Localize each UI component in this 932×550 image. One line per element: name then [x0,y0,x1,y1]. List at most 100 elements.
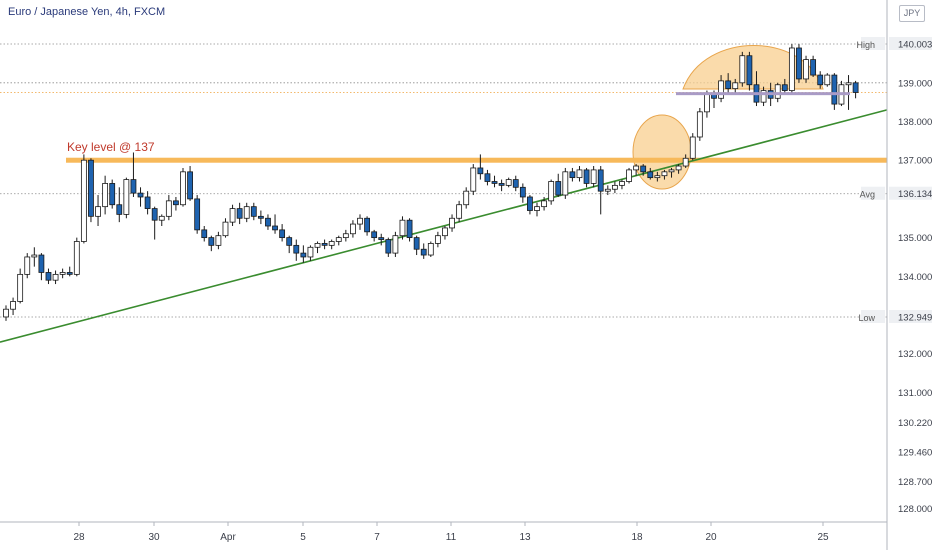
candle [257,210,264,225]
breakout-highlight [632,114,692,190]
candle-body [102,183,109,208]
reference-label-high: High [856,40,875,50]
candle [208,235,215,252]
y-tick-label: 136.134 [898,189,932,200]
candle-body [420,248,427,256]
candle [661,169,668,180]
y-tick-label: 132.000 [898,349,932,360]
candle-body [725,80,732,90]
candle [810,55,817,78]
candle [406,218,413,242]
candle [187,166,193,201]
candle-body [364,217,370,233]
candle [519,183,526,203]
candle-body [151,208,158,221]
candle [640,164,647,176]
candle-body [619,181,625,186]
candle-body [144,196,151,209]
rounded-top-highlight [682,45,824,90]
candle-body [194,198,201,231]
candle [116,187,123,223]
candle-body [88,159,94,217]
y-tick-label: 140.003 [898,40,932,51]
candle-body [66,272,73,275]
candle [151,206,158,240]
candle-body [45,272,52,281]
candle [434,231,441,248]
candle-body [24,256,31,275]
x-tick-label: 5 [300,532,306,543]
candle [286,235,293,254]
neckline [676,92,850,96]
candle-body [257,215,264,219]
candle [17,268,24,304]
candle-body [774,84,781,99]
candle [173,196,179,211]
y-tick-label: 135.000 [898,233,932,244]
x-tick-label: 20 [705,532,717,543]
candle [279,224,286,242]
candle-body [286,237,293,246]
candle [45,268,52,285]
candle-body [201,229,208,239]
candle-body [576,169,583,179]
candle [102,175,109,215]
candle [534,202,540,217]
candle [604,185,611,196]
candle-body [562,171,569,196]
candle [59,268,66,279]
candle-body [52,273,59,281]
candle-body [824,74,831,86]
candle [24,253,31,279]
candle-body [654,175,661,179]
candle-body [498,183,505,186]
candle [527,195,533,215]
candle [583,167,590,188]
candle [236,202,243,225]
candle [229,204,236,227]
candle-body [583,169,590,184]
currency-badge[interactable]: JPY [899,5,925,22]
candle [265,214,271,230]
candle-body [760,90,767,103]
candle [633,164,640,176]
candle-body [675,165,682,171]
candle-body [307,246,314,258]
candle-body [463,190,470,206]
candle [243,202,250,223]
candle [392,231,399,257]
candle [442,226,448,240]
y-tick-label: 130.220 [898,418,932,429]
candle [378,233,385,246]
x-tick-label: 30 [148,532,160,543]
candle [321,239,328,250]
candle [611,181,618,194]
candle-body [300,252,307,258]
candle-body [512,179,519,188]
candle-body [279,229,286,239]
candle [80,154,87,244]
candle-body [527,196,533,211]
candle-body [392,235,399,254]
key-level-line [66,157,887,163]
candle [796,44,802,83]
y-tick-label: 137.000 [898,156,932,167]
candle-body [378,237,385,240]
chart-title: Euro / Japanese Yen, 4h, FXCM [8,6,166,18]
y-tick-label: 128.700 [898,477,932,488]
candle-body [10,301,16,310]
candle [427,241,434,257]
candle-body [781,84,788,91]
candle-body [519,186,526,198]
candle-body [633,165,640,171]
candle [852,80,859,99]
candle-body [534,206,540,211]
candle [689,133,696,161]
candle [626,167,632,184]
candle [548,179,555,205]
candle [180,167,186,207]
candle-body [385,239,392,254]
candle-body [95,206,101,217]
candle-body [158,215,165,221]
